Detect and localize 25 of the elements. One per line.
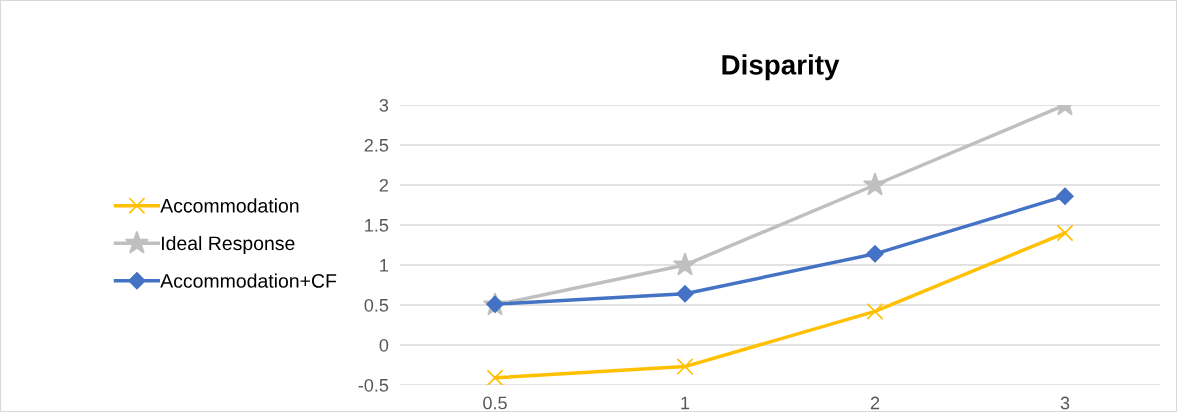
y-tick-label: 2.5: [364, 138, 389, 152]
y-tick-label: 1.5: [365, 219, 389, 232]
x-tick-label: 1: [681, 396, 690, 410]
point: [866, 245, 884, 263]
y-tick-label: 2: [379, 178, 388, 192]
point: [672, 252, 698, 276]
point: [676, 285, 694, 303]
y-tick-label: 0.5: [364, 298, 389, 312]
y-tick-label: 3: [379, 98, 389, 112]
point: [676, 358, 694, 376]
y-tick-label: 1: [380, 259, 389, 272]
legend-label: Ideal Response: [162, 235, 295, 255]
point: [862, 172, 888, 196]
point: [1056, 224, 1074, 242]
x-tick-label: 0.5: [483, 396, 507, 410]
point: [866, 302, 884, 320]
point: [486, 369, 504, 385]
chart-title: Disparity: [722, 54, 840, 81]
x-tick-label: 3: [1060, 396, 1070, 410]
y-tick-label: -0.5: [358, 378, 389, 392]
legend-label: Accommodation+CF: [160, 273, 337, 288]
point: [1056, 187, 1074, 205]
legend-label: Accommodation: [160, 198, 299, 213]
y-tick-label: 0: [379, 338, 389, 352]
x-tick-label: 2: [870, 396, 880, 410]
